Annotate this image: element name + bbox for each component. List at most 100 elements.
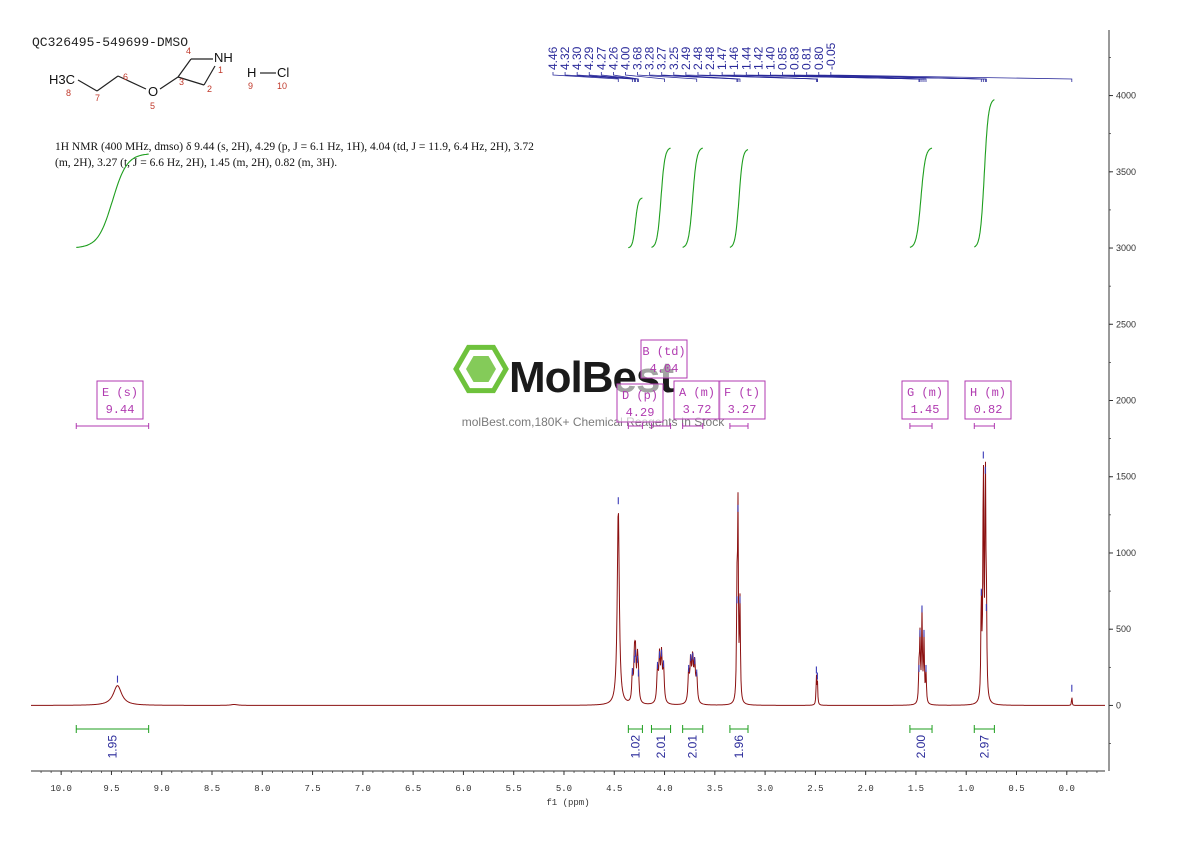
multiplet-shift: 3.27 — [728, 403, 757, 417]
integral-value: 2.01 — [654, 735, 668, 759]
multiplet-shift: 1.45 — [911, 403, 940, 417]
multiplet-label: F (t) — [724, 386, 760, 400]
peak-markers — [116, 451, 1073, 692]
nmr-description-line2: (m, 2H), 3.27 (t, J = 6.6 Hz, 2H), 1.45 … — [55, 157, 337, 169]
peak-label: 3.28 — [643, 46, 657, 70]
multiplet-shift: 9.44 — [106, 403, 135, 417]
peak-label-leader — [637, 72, 698, 82]
multiplet-label: H (m) — [970, 386, 1006, 400]
x-tick-label: 8.0 — [254, 784, 270, 794]
x-tick-label: 4.5 — [606, 784, 622, 794]
multiplet-label: A (m) — [679, 386, 715, 400]
multiplet-label: G (m) — [907, 386, 943, 400]
atom-number: 2 — [207, 84, 212, 94]
integral-curve — [682, 147, 703, 248]
peak-label: 1.46 — [727, 46, 741, 70]
x-tick-label: 8.5 — [204, 784, 220, 794]
peak-label: 0.83 — [788, 46, 802, 70]
peak-label-leader — [600, 72, 638, 82]
multiplet-boxes: E (s) 9.44 D (p) 4.29 B (td) 4.04A (m) 3.72 F (… — [75, 339, 1012, 429]
peak-label: 4.30 — [570, 46, 584, 70]
x-tick-label: 9.5 — [103, 784, 119, 794]
x-tick-label: 6.0 — [455, 784, 471, 794]
peak-label: 0.85 — [776, 46, 790, 70]
peak-label: 4.32 — [558, 46, 572, 70]
multiplet-shift: 4.04 — [650, 362, 679, 376]
atom-number: 10 — [277, 81, 287, 91]
peak-label: 1.40 — [763, 46, 777, 70]
bond-c2-n1 — [203, 65, 216, 86]
peak-label: 3.25 — [667, 46, 681, 70]
peak-label: 1.42 — [751, 46, 765, 70]
bond-c6-o5 — [117, 75, 147, 90]
integral-curve — [651, 147, 671, 248]
peak-label: 4.26 — [606, 46, 620, 70]
peak-label: 0.80 — [812, 46, 826, 70]
x-axis-ticks: 10.0 9.5 9.0 8.5 8.0 7.5 7.0 6.5 6.0 5.5 5.0 4.5 4.0… — [40, 771, 1098, 794]
structure-atom-numbers: 8 7 6 5 3 4 2 1 9 10 — [66, 46, 287, 111]
y-tick-label: 3500 — [1116, 167, 1136, 177]
x-axis-label: f1 (ppm) — [546, 798, 589, 808]
integral-curves — [76, 99, 995, 249]
x-tick-label: 5.0 — [556, 784, 572, 794]
x-tick-label: 4.0 — [656, 784, 672, 794]
peak-label: 2.48 — [703, 46, 717, 70]
spectrum-line — [31, 461, 1105, 706]
atom-amine: NH — [214, 50, 233, 65]
peak-label: 1.44 — [739, 46, 753, 70]
atom-number: 9 — [248, 81, 253, 91]
x-tick-label: 0.0 — [1059, 784, 1075, 794]
x-tick-label: 7.0 — [355, 784, 371, 794]
atom-hydrogen: H — [247, 65, 256, 80]
peak-label: 2.49 — [679, 46, 693, 70]
peak-label-leader — [588, 72, 636, 82]
peak-label: 4.29 — [582, 46, 596, 70]
x-tick-label: 2.5 — [807, 784, 823, 794]
atom-number: 1 — [218, 65, 223, 75]
x-tick-label: 9.0 — [154, 784, 170, 794]
peak-label: 1.47 — [715, 46, 729, 70]
y-axis-ticks: 4000 3500 3000 2500 2000 1500 1000 500 0 — [1109, 57, 1136, 744]
y-tick-label: 3000 — [1116, 243, 1136, 253]
integral-value: 2.97 — [977, 735, 991, 759]
x-tick-label: 6.5 — [405, 784, 421, 794]
peak-label: 4.46 — [546, 46, 560, 70]
structure-atoms: H3C O NH H Cl — [49, 50, 289, 99]
peak-label-leader — [830, 72, 1073, 82]
peak-label-leader — [552, 72, 619, 82]
atom-methyl: H3C — [49, 72, 75, 87]
peak-label: 3.68 — [631, 46, 645, 70]
multiplet-label: D (p) — [622, 389, 658, 403]
peak-label: 3.27 — [655, 46, 669, 70]
integral-value: 2.01 — [686, 735, 700, 759]
peak-label-leader — [613, 72, 639, 82]
x-tick-label: 3.5 — [707, 784, 723, 794]
y-tick-label: 1500 — [1116, 472, 1136, 482]
atom-number: 5 — [150, 101, 155, 111]
molbest-logo-icon — [453, 344, 509, 394]
peak-label-leader — [661, 72, 739, 82]
bond-c3-c2 — [177, 76, 205, 86]
multiplet-box — [673, 380, 721, 420]
peak-labels: 4.464.324.304.294.274.264.003.683.283.27… — [546, 42, 1073, 82]
nmr-description-line1: 1H NMR (400 MHz, dmso) δ 9.44 (s, 2H), 4… — [55, 141, 534, 153]
y-tick-label: 1000 — [1116, 548, 1136, 558]
x-tick-label: 5.5 — [506, 784, 522, 794]
multiplet-box — [640, 339, 688, 379]
atom-number: 3 — [179, 77, 184, 87]
peak-label: 4.00 — [618, 46, 632, 70]
bond-c3-c4 — [177, 58, 192, 78]
atom-number: 7 — [95, 93, 100, 103]
multiplet-box — [718, 380, 766, 420]
peak-label: 2.48 — [691, 46, 705, 70]
integral-value: 1.95 — [105, 735, 119, 759]
peak-label: 0.81 — [800, 46, 814, 70]
bond-c7-c6 — [96, 75, 119, 92]
atom-number: 4 — [186, 46, 191, 56]
multiplet-label: E (s) — [102, 386, 138, 400]
integral-value: 2.00 — [914, 735, 928, 759]
integral-curve — [76, 153, 149, 248]
multiplet-box — [964, 380, 1012, 420]
peak-label-leader — [625, 72, 665, 82]
